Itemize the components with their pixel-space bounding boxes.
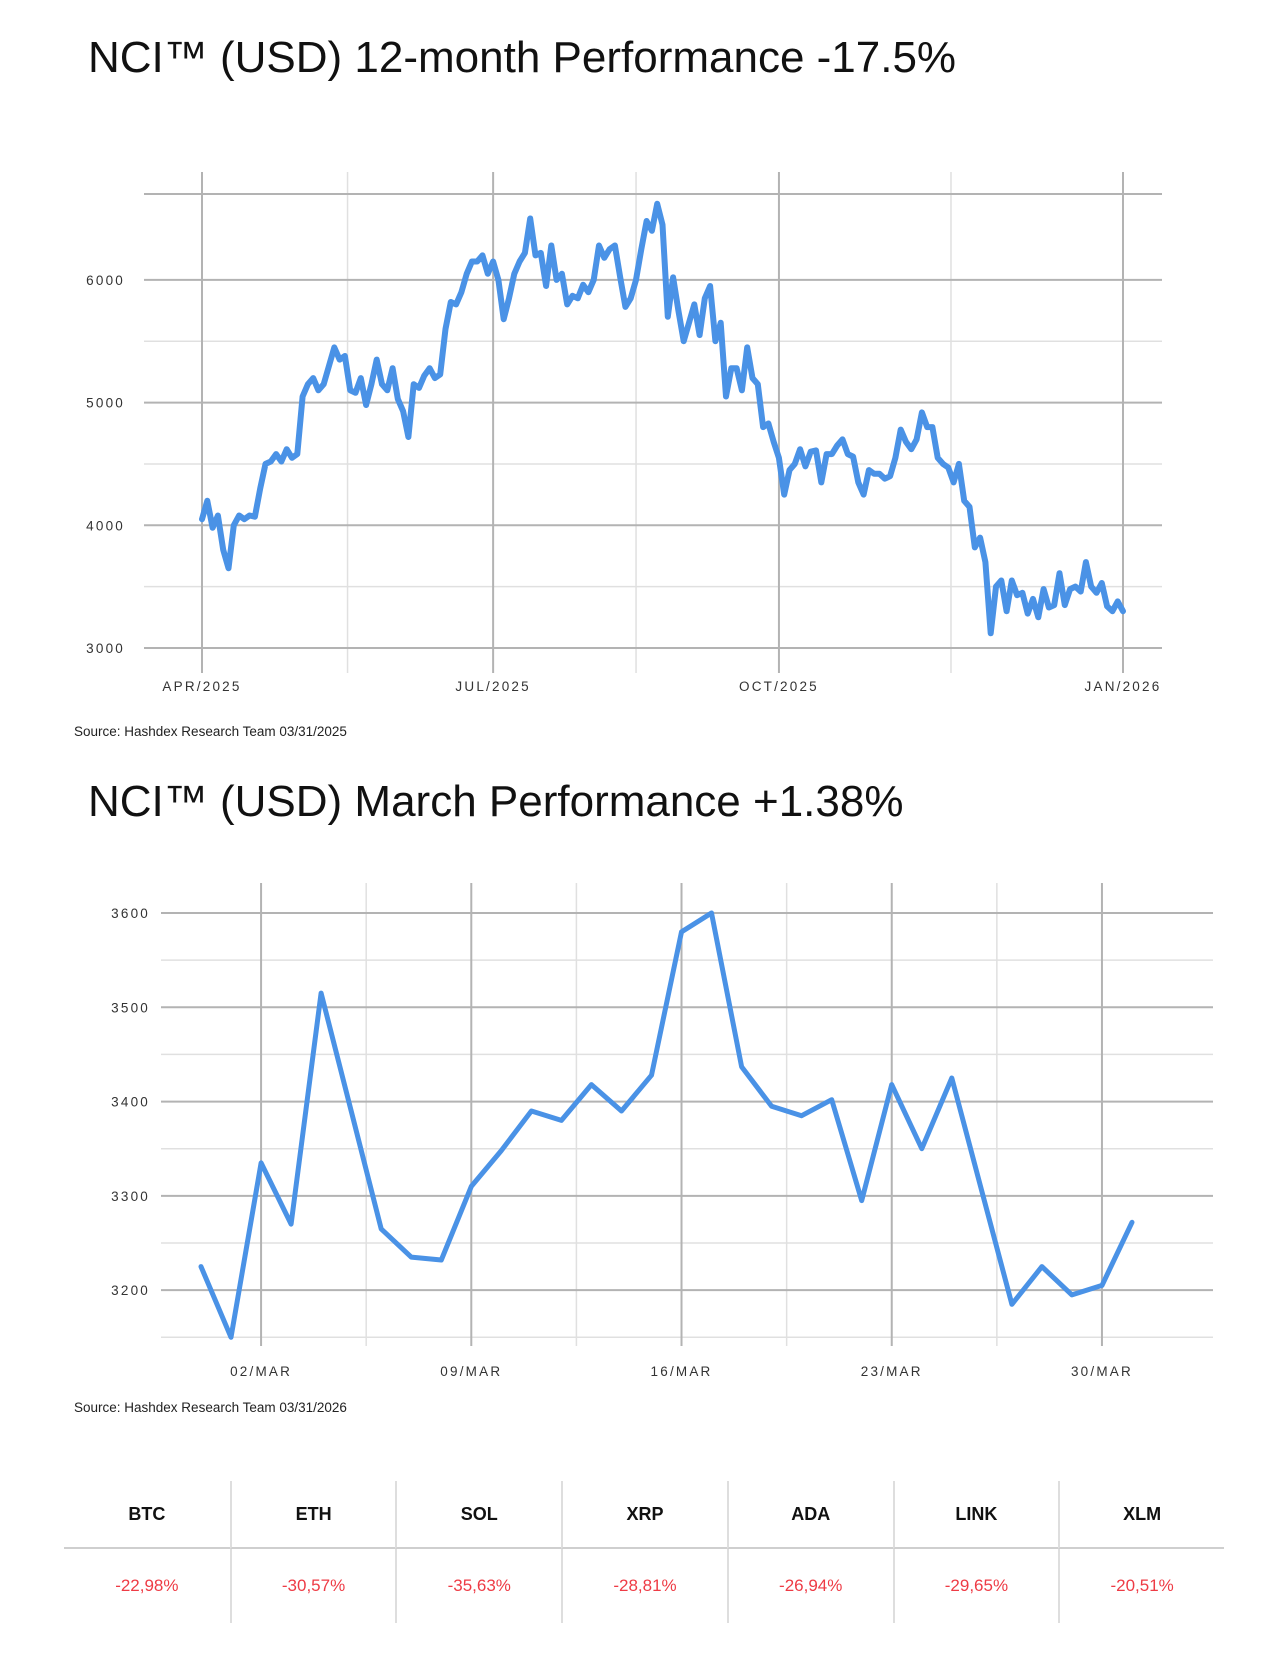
source-note: Source: Hashdex Research Team 03/31/2026: [74, 1400, 347, 1415]
x-tick-label: 09/MAR: [440, 1364, 502, 1379]
column-header: SOL: [395, 1481, 562, 1549]
performance-value: -22,98%: [115, 1576, 179, 1595]
y-tick-label: 3200: [111, 1283, 150, 1298]
column-header: LINK: [892, 1481, 1059, 1549]
y-tick-label: 6000: [86, 273, 125, 288]
column-header: BTC: [64, 1481, 230, 1549]
performance-value: -29,65%: [892, 1549, 1059, 1623]
performance-value: -20,51%: [1058, 1549, 1224, 1623]
column-header: ETH: [229, 1481, 396, 1549]
price-line: [199, 200, 1126, 637]
column-header: XLM: [1058, 1481, 1224, 1549]
x-tick-label: APR/2025: [162, 679, 241, 694]
chart-title: NCI™ (USD) 12-month Performance -17.5%: [88, 33, 956, 82]
x-tick-label: 23/MAR: [861, 1364, 923, 1379]
price-line: [198, 910, 1135, 1340]
column-header: ADA: [726, 1481, 893, 1549]
performance-value: -30,57%: [229, 1549, 396, 1623]
y-tick-label: 4000: [86, 518, 125, 533]
y-tick-label: 3500: [111, 1000, 150, 1015]
source-note: Source: Hashdex Research Team 03/31/2025: [74, 724, 347, 739]
column-header: XRP: [561, 1481, 727, 1549]
performance-table: BTC ETH SOL XRP ADA LINK XLM -22,98% -30,57% -35,…: [64, 1481, 1224, 1623]
chart-title: NCI™ (USD) March Performance +1.38%: [88, 777, 903, 826]
y-tick-label: 3400: [111, 1095, 150, 1110]
x-tick-label: 02/MAR: [230, 1364, 292, 1379]
x-tick-label: OCT/2025: [739, 679, 819, 694]
y-tick-label: 3000: [86, 641, 125, 656]
x-tick-label: JUL/2025: [455, 679, 530, 694]
performance-value: -28,81%: [561, 1549, 727, 1623]
x-tick-label: 30/MAR: [1071, 1364, 1133, 1379]
x-tick-label: JAN/2026: [1085, 679, 1162, 694]
performance-value: -26,94%: [726, 1549, 893, 1623]
performance-value: -35,63%: [395, 1549, 561, 1623]
x-tick-label: 16/MAR: [651, 1364, 713, 1379]
y-tick-label: 3600: [111, 906, 150, 921]
y-tick-label: 3300: [111, 1189, 150, 1204]
y-tick-label: 5000: [86, 396, 125, 411]
